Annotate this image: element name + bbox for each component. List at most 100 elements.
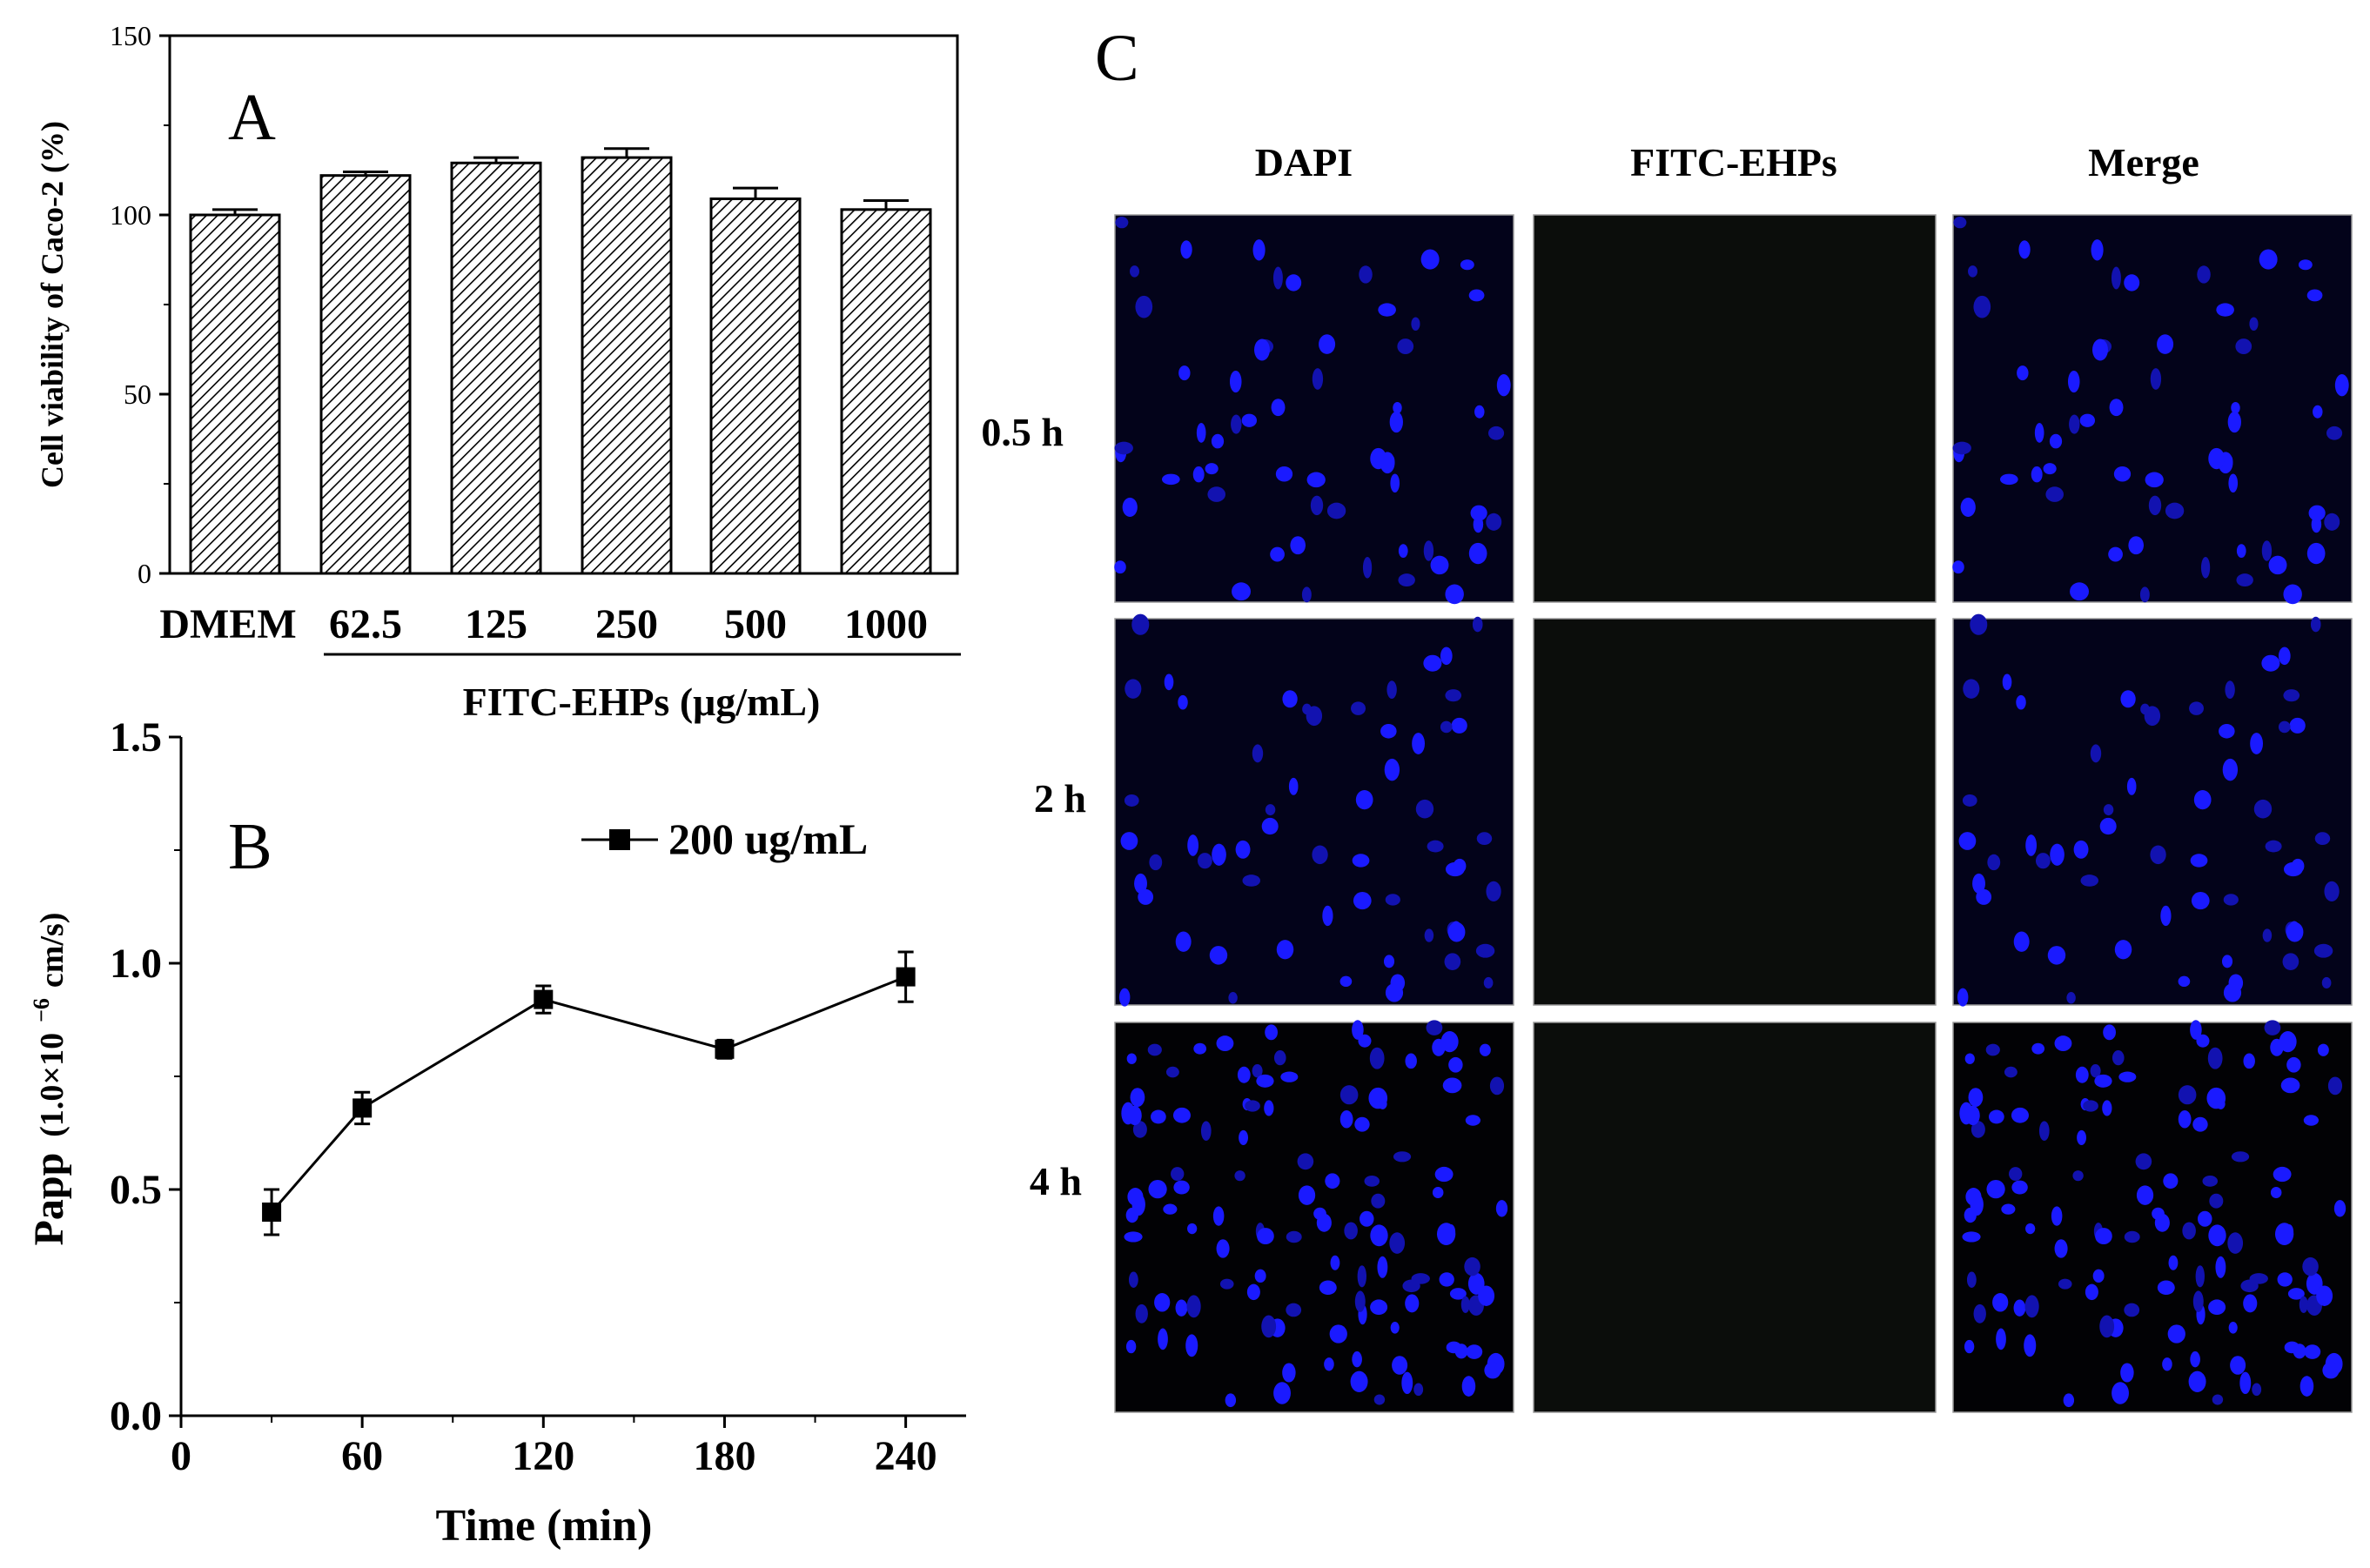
panel-a-bar [450, 161, 542, 575]
nucleus [2092, 338, 2108, 361]
nucleus [1131, 1193, 1145, 1216]
nucleus [2013, 931, 2030, 952]
nucleus [1216, 1239, 1230, 1258]
nucleus [1385, 894, 1400, 906]
nucleus [1426, 1020, 1443, 1035]
nucleus [2024, 1334, 2037, 1357]
nucleus [2058, 1278, 2072, 1290]
nucleus [2304, 1344, 2321, 1359]
nucleus [2286, 1056, 2301, 1073]
nucleus [1952, 441, 1971, 455]
nucleus [1470, 505, 1487, 521]
nucleus [1369, 1047, 1385, 1069]
nucleus [2154, 1213, 2170, 1232]
nucleus [2313, 405, 2323, 419]
nucleus [2189, 701, 2205, 715]
nucleus [2120, 690, 2136, 708]
nucleus [2139, 586, 2150, 603]
nucleus [1158, 1328, 1168, 1350]
nucleus [2124, 1303, 2140, 1317]
nucleus [1149, 854, 1163, 871]
panel-b-x-tick-label: 60 [341, 1433, 383, 1479]
nucleus [1968, 1088, 1984, 1108]
nucleus [2090, 744, 2102, 763]
nucleus [2227, 1232, 2244, 1254]
nucleus [2108, 546, 2123, 562]
nucleus [1966, 1271, 1977, 1288]
nucleus [1301, 586, 1312, 603]
nucleus [2209, 1193, 2224, 1209]
panel-a-x-tick-label: 62.5 [329, 601, 402, 647]
nucleus [2313, 943, 2333, 958]
nucleus [1134, 873, 1147, 894]
nucleus [1487, 426, 1505, 440]
nucleus [2112, 1382, 2129, 1404]
nucleus [2103, 804, 2114, 816]
nucleus [2200, 556, 2211, 579]
nucleus [1352, 1020, 1364, 1040]
panel-b-y-ticks: 0.0 0.5 1.0 1.5 [110, 714, 181, 1439]
nucleus [2299, 1296, 2308, 1313]
nucleus [1385, 983, 1404, 1002]
nucleus [1359, 265, 1373, 284]
nucleus [1352, 1351, 1362, 1368]
nucleus [2324, 881, 2340, 901]
nucleus [2261, 654, 2280, 672]
nucleus [2219, 724, 2235, 739]
nucleus [1329, 1324, 1347, 1344]
nucleus [1264, 1100, 1274, 1116]
nucleus [1322, 905, 1333, 927]
nucleus [1423, 654, 1442, 672]
nucleus [2102, 1100, 2112, 1116]
nucleus [2198, 1210, 2212, 1227]
panel-a-group-label: FITC-EHPs (μg/mL) [463, 680, 821, 724]
panel-a-bar [189, 213, 281, 575]
nucleus [1298, 1185, 1316, 1205]
nucleus [1330, 1255, 1340, 1270]
panel-b-y-label-unit-suffix: cm/s) [34, 913, 70, 988]
nucleus [2310, 616, 2321, 633]
nucleus [1229, 370, 1242, 393]
nucleus [2333, 1200, 2347, 1217]
nucleus [2314, 832, 2331, 846]
nucleus [1286, 1230, 1302, 1243]
nucleus [1286, 1303, 1302, 1317]
nucleus [1196, 423, 1206, 443]
nucleus [1197, 853, 1212, 869]
nucleus [1445, 861, 1465, 877]
nucleus [2231, 1151, 2250, 1163]
nucleus [1171, 1167, 1185, 1182]
nucleus [1350, 1370, 1368, 1392]
nucleus [1370, 1299, 1388, 1316]
nucleus [1231, 414, 1242, 434]
nucleus [2094, 1074, 2112, 1088]
nucleus [1424, 928, 1434, 942]
panel-a-bar [709, 197, 802, 575]
nucleus [1245, 1100, 1260, 1112]
nucleus [1371, 1193, 1386, 1209]
nucleus [1246, 1283, 1260, 1301]
micrograph-dapi-2h [1114, 618, 1514, 1006]
nucleus [2334, 373, 2349, 397]
nucleus [1165, 1066, 1179, 1078]
nucleus [2227, 411, 2241, 433]
nucleus [1339, 975, 1353, 988]
nucleus [1964, 1053, 1975, 1064]
nucleus [2197, 265, 2211, 284]
nucleus [1358, 1034, 1372, 1048]
nucleus [1392, 1356, 1408, 1375]
nucleus [1242, 874, 1261, 887]
nucleus [2225, 680, 2235, 700]
nucleus [2002, 673, 2012, 691]
nucleus [1464, 1256, 1480, 1277]
nucleus [1257, 1228, 1274, 1245]
panel-a-bar [319, 174, 412, 575]
panel-b-data-point [534, 989, 554, 1009]
nucleus [1397, 338, 1414, 355]
nucleus [1460, 259, 1474, 271]
nucleus [1390, 473, 1400, 493]
nucleus [2221, 955, 2233, 968]
nucleus [1135, 295, 1153, 318]
nucleus [2004, 1066, 2018, 1078]
nucleus [2288, 921, 2300, 939]
